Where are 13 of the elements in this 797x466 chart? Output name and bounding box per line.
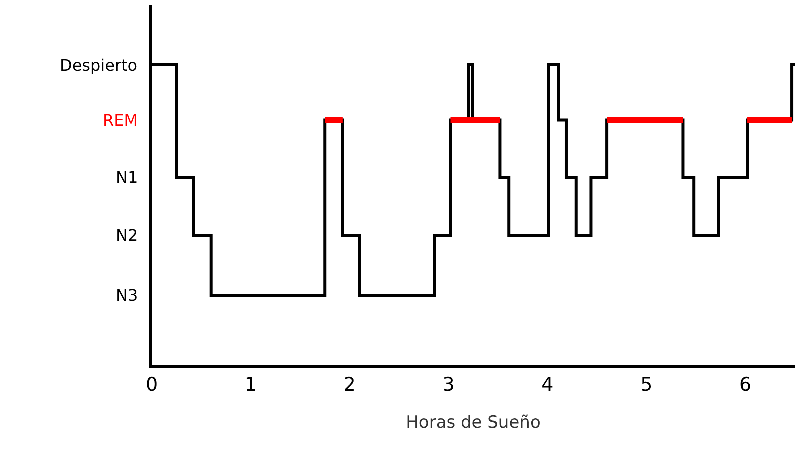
text: N3: [116, 286, 138, 305]
text: REM: [103, 111, 138, 130]
x-tick-label: 4: [542, 374, 554, 396]
x-tick-label: 0: [146, 374, 158, 396]
x-tick-label: 3: [442, 374, 455, 396]
x-axis-title: Horas de Sueño: [406, 413, 541, 434]
text: Despierto: [60, 56, 138, 75]
text: N2: [116, 226, 138, 245]
text: N1: [116, 168, 138, 187]
x-tick-label: 6: [739, 374, 752, 396]
x-tick-label: 5: [640, 374, 653, 396]
x-tick-label: 1: [244, 374, 257, 396]
x-tick-label: 2: [344, 374, 356, 396]
